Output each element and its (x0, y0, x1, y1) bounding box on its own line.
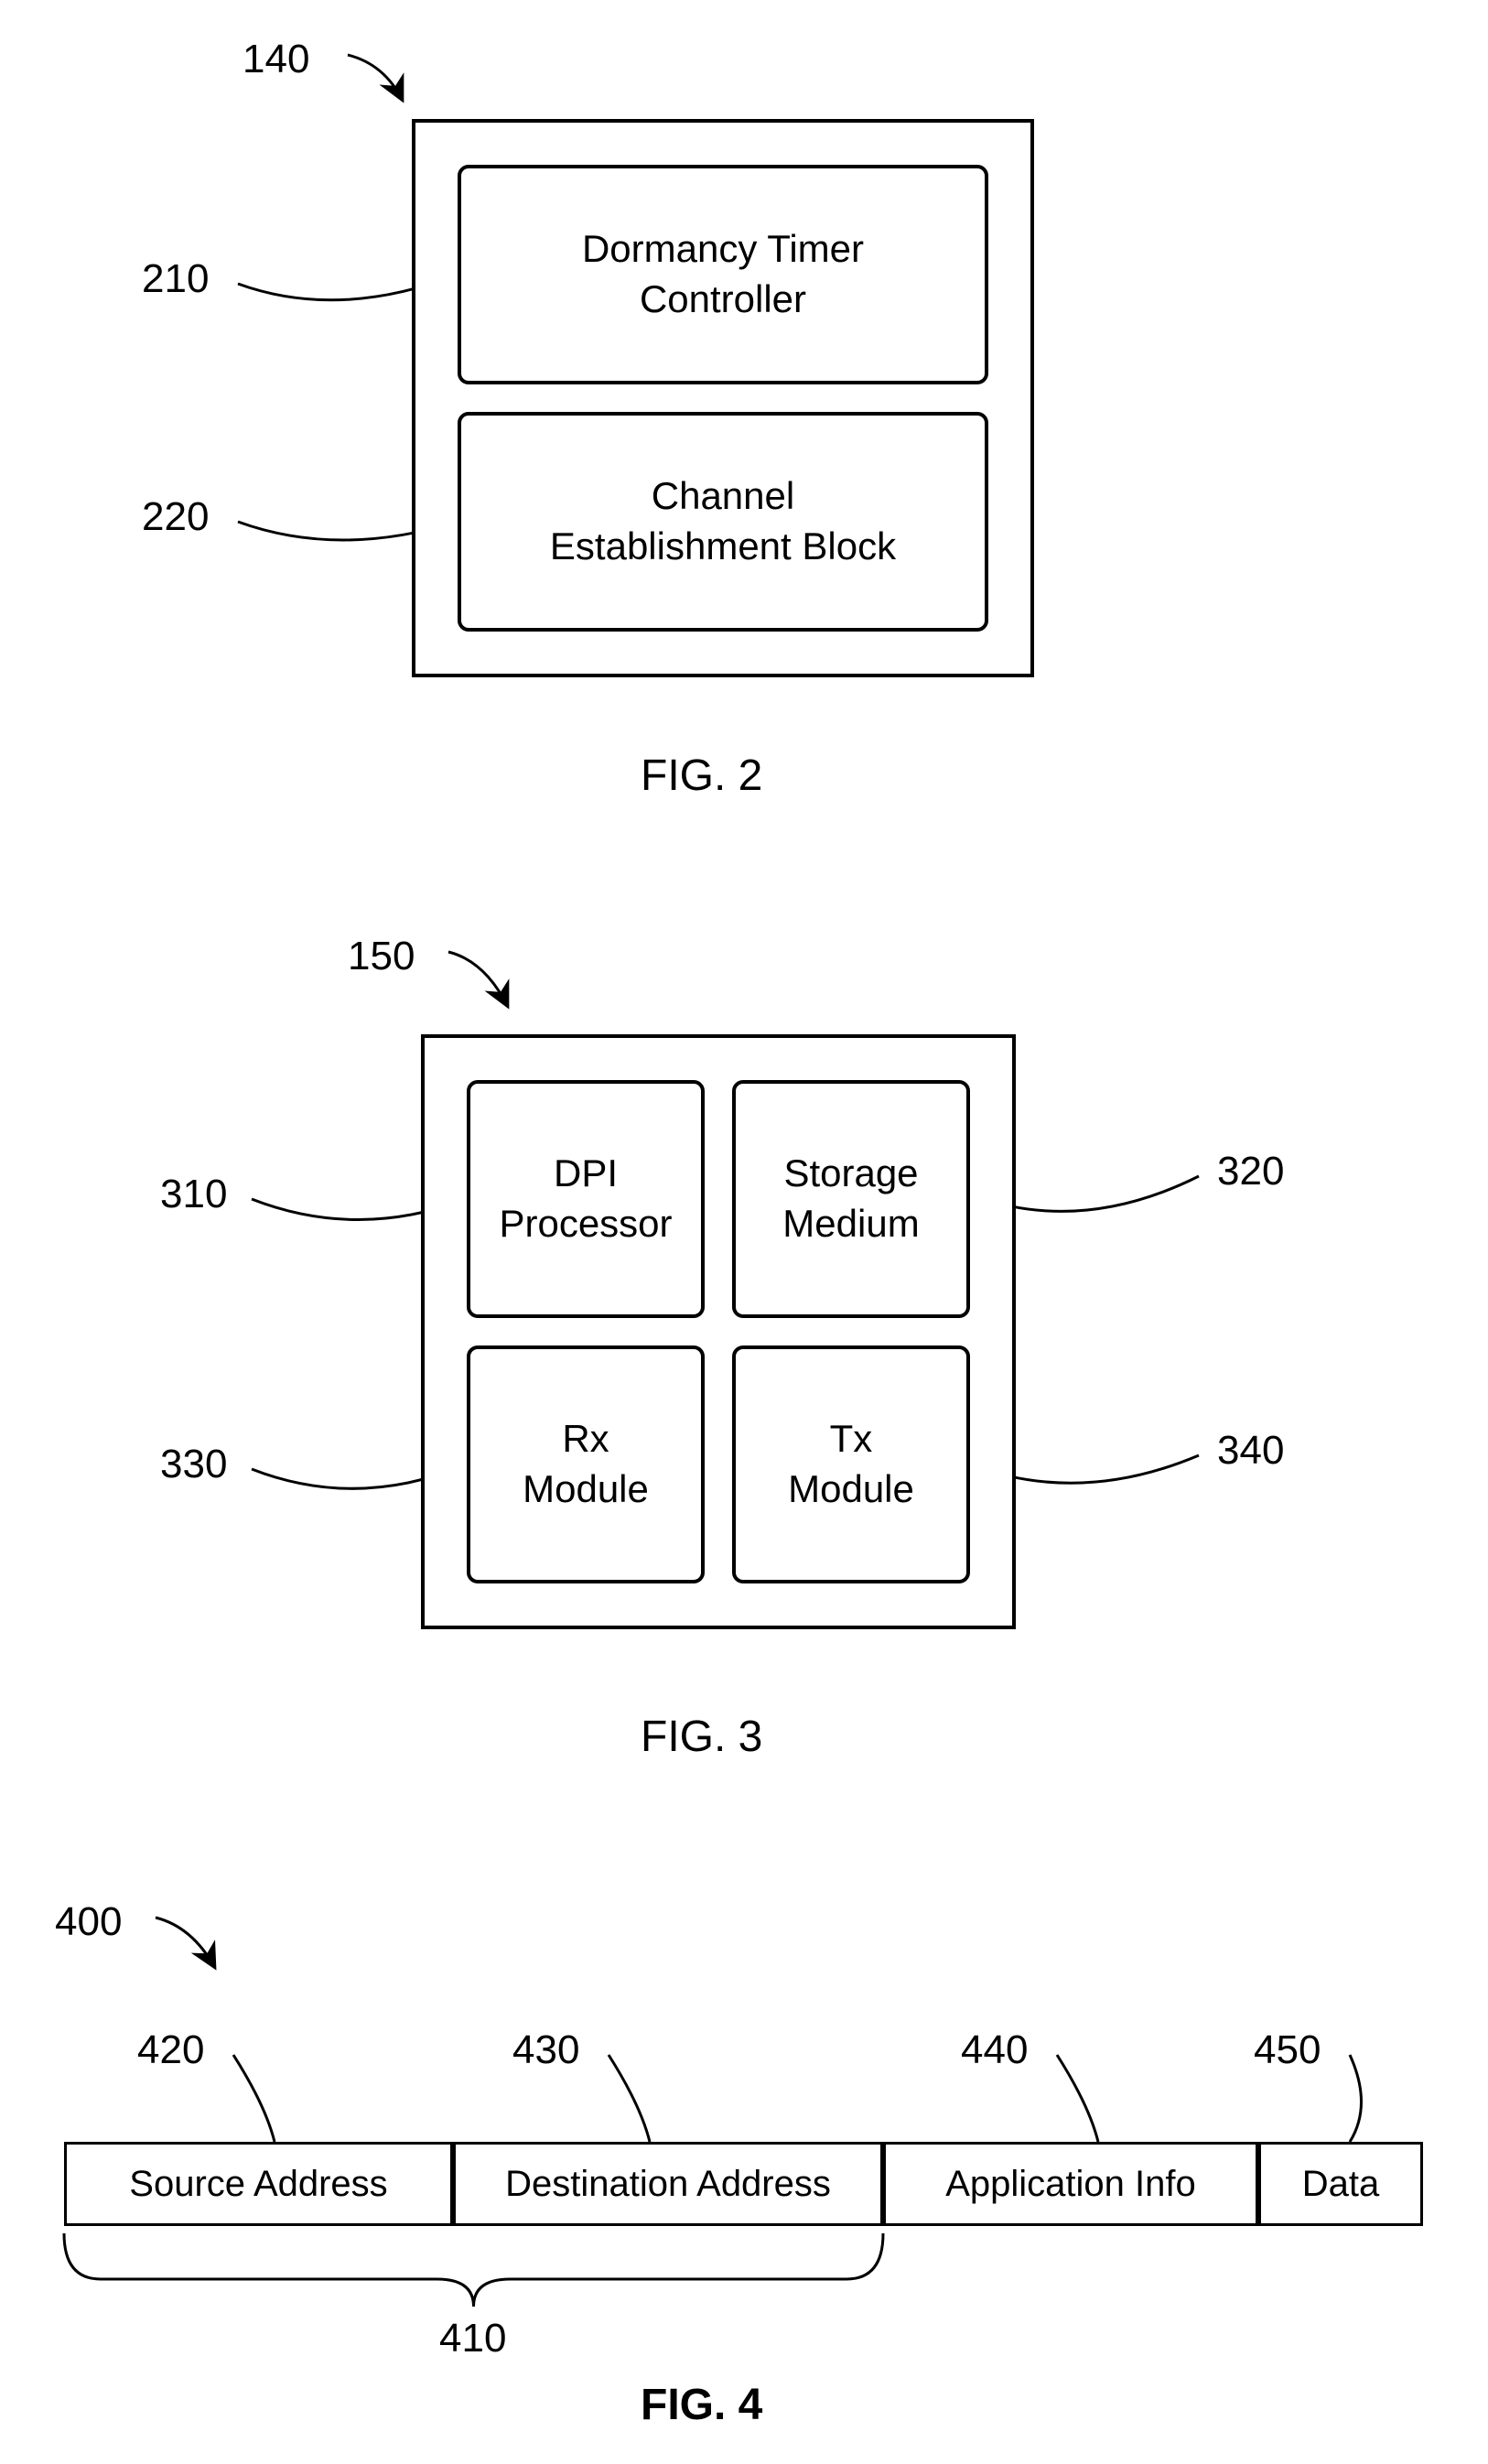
fig4-ref-450: 450 (1254, 2027, 1321, 2073)
fig3-box-c-text: RxModule (523, 1414, 649, 1514)
fig2-ref-220: 220 (142, 494, 209, 540)
fig3-box-d-text: TxModule (788, 1414, 914, 1514)
fig3-ref-150: 150 (348, 934, 415, 979)
fig2-box-b-text: ChannelEstablishment Block (550, 471, 896, 571)
fig3-ref-340: 340 (1217, 1428, 1284, 1474)
fig2-dormancy-timer-box: Dormancy TimerController (458, 165, 988, 384)
fig3-ref-320: 320 (1217, 1149, 1284, 1194)
fig3-ref-330: 330 (160, 1442, 227, 1487)
fig3-ref-310: 310 (160, 1172, 227, 1217)
fig3-box-b-text: StorageMedium (782, 1149, 919, 1248)
fig3-caption: FIG. 3 (641, 1712, 762, 1762)
fig4-cell-d-text: Data (1302, 2164, 1380, 2205)
fig3-storage-medium-box: StorageMedium (732, 1080, 970, 1318)
fig2-box-a-text: Dormancy TimerController (582, 224, 864, 324)
fig3-rx-module-box: RxModule (467, 1345, 705, 1583)
fig4-ref-410: 410 (439, 2316, 506, 2361)
fig4-data-cell: Data (1258, 2142, 1423, 2226)
fig3-dpi-processor-box: DPIProcessor (467, 1080, 705, 1318)
fig4-ref-440: 440 (961, 2027, 1028, 2073)
fig4-app-info-cell: Application Info (883, 2142, 1258, 2226)
fig4-dest-address-cell: Destination Address (453, 2142, 883, 2226)
fig4-caption: FIG. 4 (641, 2380, 762, 2430)
fig4-cell-b-text: Destination Address (505, 2164, 831, 2205)
fig4-cell-a-text: Source Address (129, 2164, 387, 2205)
fig3-tx-module-box: TxModule (732, 1345, 970, 1583)
fig4-cell-c-text: Application Info (945, 2164, 1196, 2205)
fig4-ref-420: 420 (137, 2027, 204, 2073)
page: Dormancy TimerController ChannelEstablis… (0, 0, 1488, 2464)
fig2-caption: FIG. 2 (641, 751, 762, 801)
fig2-channel-est-box: ChannelEstablishment Block (458, 412, 988, 632)
fig3-box-a-text: DPIProcessor (499, 1149, 672, 1248)
fig4-ref-400: 400 (55, 1899, 122, 1945)
fig2-ref-210: 210 (142, 256, 209, 302)
fig4-ref-430: 430 (512, 2027, 579, 2073)
fig4-source-address-cell: Source Address (64, 2142, 453, 2226)
fig2-ref-140: 140 (243, 37, 309, 82)
